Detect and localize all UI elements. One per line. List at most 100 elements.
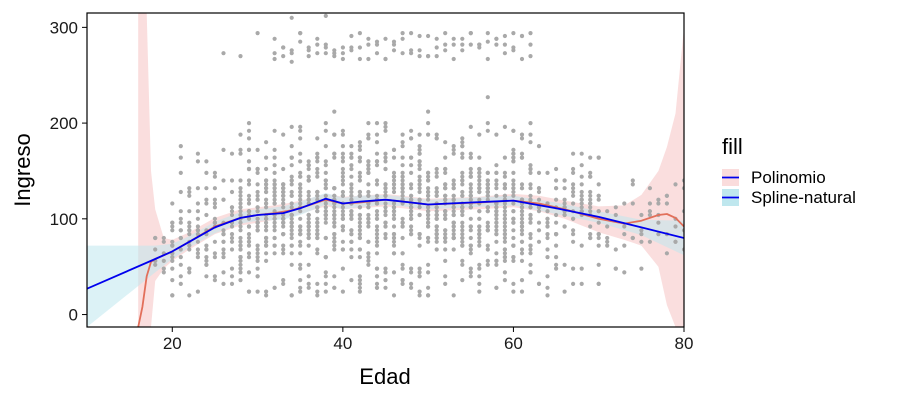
scatter-point xyxy=(323,209,328,214)
scatter-point xyxy=(502,235,507,241)
scatter-point xyxy=(519,228,525,233)
fit-line-spline-natural xyxy=(87,197,684,290)
scatter-point xyxy=(579,193,584,198)
scatter-point xyxy=(528,166,533,172)
scatter-point xyxy=(468,247,473,252)
scatter-point xyxy=(340,144,345,149)
scatter-point xyxy=(289,220,294,225)
scatter-point xyxy=(571,239,576,244)
scatter-point xyxy=(468,186,473,191)
scatter-point xyxy=(357,281,362,286)
scatter-point xyxy=(554,266,559,271)
scatter-point xyxy=(315,209,320,214)
scatter-point xyxy=(477,274,482,279)
scatter-point xyxy=(400,51,405,56)
scatter-point xyxy=(622,243,627,248)
scatter-point xyxy=(417,289,422,294)
scatter-point xyxy=(281,216,286,221)
scatter-point xyxy=(298,209,303,214)
scatter-point xyxy=(289,59,294,64)
scatter-point xyxy=(502,42,507,47)
scatter-point xyxy=(340,193,345,198)
scatter-point xyxy=(477,186,482,191)
scatter-point xyxy=(443,197,448,202)
scatter-point xyxy=(588,174,593,179)
scatter-point xyxy=(212,174,217,179)
scatter-point xyxy=(357,189,362,195)
scatter-point xyxy=(519,212,525,218)
scatter-point xyxy=(622,201,627,206)
scatter-point xyxy=(281,132,286,137)
scatter-point xyxy=(238,228,243,233)
scatter-point xyxy=(264,189,269,195)
scatter-point xyxy=(229,212,235,218)
scatter-point xyxy=(264,289,269,294)
scatter-point xyxy=(357,205,362,210)
scatter-point xyxy=(391,212,397,218)
scatter-point xyxy=(323,205,328,210)
scatter-point xyxy=(272,201,277,206)
scatter-point xyxy=(511,189,516,195)
scatter-point xyxy=(443,155,448,160)
scatter-point xyxy=(383,212,388,218)
scatter-point xyxy=(502,216,507,221)
scatter-point xyxy=(357,235,362,241)
scatter-point xyxy=(153,247,158,252)
scatter-point xyxy=(366,182,371,187)
scatter-point xyxy=(460,174,465,179)
scatter-point xyxy=(187,266,192,271)
scatter-point xyxy=(477,243,482,248)
scatter-point xyxy=(272,155,277,160)
scatter-point xyxy=(357,193,362,198)
scatter-point xyxy=(332,193,337,198)
scatter-point xyxy=(340,247,345,252)
scatter-point xyxy=(451,186,456,191)
scatter-point xyxy=(400,262,405,267)
scatter-point xyxy=(656,197,661,202)
scatter-point xyxy=(409,193,414,198)
scatter-point xyxy=(383,285,388,290)
scatter-point xyxy=(443,247,448,252)
scatter-point xyxy=(409,266,414,271)
scatter-point xyxy=(426,174,431,179)
scatter-point xyxy=(545,247,550,252)
scatter-point xyxy=(178,235,183,241)
scatter-point xyxy=(272,220,277,225)
scatter-point xyxy=(281,201,286,206)
scatter-point xyxy=(366,205,371,210)
scatter-point xyxy=(281,251,286,256)
scatter-point xyxy=(366,166,371,172)
scatter-point xyxy=(426,293,431,298)
scatter-point xyxy=(255,170,260,175)
scatter-point xyxy=(374,281,380,286)
scatter-point xyxy=(340,166,345,172)
scatter-point xyxy=(579,151,584,156)
scatter-point xyxy=(562,289,567,294)
scatter-point xyxy=(366,224,371,229)
scatter-point xyxy=(545,232,550,237)
scatter-point xyxy=(272,186,277,191)
scatter-point xyxy=(451,144,456,149)
scatter-point xyxy=(494,220,499,225)
scatter-point xyxy=(434,247,439,252)
scatter-point xyxy=(170,278,175,283)
scatter-point xyxy=(306,174,311,179)
scatter-point xyxy=(246,159,252,164)
scatter-point xyxy=(485,209,490,214)
scatter-point xyxy=(306,235,311,241)
scatter-point xyxy=(391,189,397,195)
scatter-point xyxy=(289,251,294,256)
scatter-point xyxy=(246,178,252,183)
scatter-point xyxy=(315,224,320,229)
scatter-point xyxy=(187,209,192,214)
scatter-point xyxy=(434,174,439,179)
scatter-point xyxy=(272,170,277,175)
scatter-point xyxy=(528,182,533,187)
scatter-point xyxy=(374,51,380,56)
scatter-point xyxy=(519,232,525,237)
scatter-point xyxy=(519,247,525,252)
scatter-point xyxy=(502,155,507,160)
scatter-point xyxy=(264,228,269,233)
scatter-point xyxy=(460,220,465,225)
scatter-point xyxy=(195,289,200,294)
